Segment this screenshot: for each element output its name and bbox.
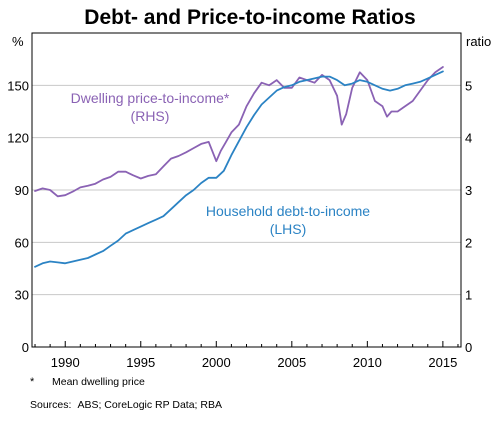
- y-right-tick-label: 1: [465, 288, 472, 303]
- x-tick-label: 1995: [126, 355, 155, 370]
- series-label-debt-name: Household debt-to-income: [206, 203, 370, 219]
- y-left-tick-label: 0: [22, 340, 29, 355]
- series-label-debt: Household debt-to-income (LHS): [206, 203, 370, 237]
- y-left-tick-label: 30: [15, 288, 29, 303]
- y-left-tick-label: 150: [7, 78, 29, 93]
- y-right-tick-label: 4: [465, 131, 472, 146]
- gridlines: [32, 84, 461, 296]
- series-line-dwelling-price-to-income: [34, 66, 444, 198]
- plot-frame: [31, 32, 462, 348]
- right-tick-labels: 0 1 2 3 4 5: [465, 78, 472, 355]
- series-label-debt-axis: (LHS): [270, 221, 307, 237]
- right-axis-unit: ratio: [466, 34, 491, 49]
- series-label-dwelling-name: Dwelling price-to-income*: [71, 90, 230, 106]
- x-tick-labels: 1990 1995 2000 2005 2010 2015: [51, 355, 458, 370]
- x-tick-label: 2015: [428, 355, 457, 370]
- y-left-tick-label: 60: [15, 235, 29, 250]
- x-tick-label: 2005: [277, 355, 306, 370]
- x-tick-label: 1990: [51, 355, 80, 370]
- left-tick-labels: 0 30 60 90 120 150: [7, 78, 29, 355]
- x-tick-label: 2010: [353, 355, 382, 370]
- sources-text: ABS; CoreLogic RP Data; RBA: [77, 399, 222, 411]
- series-line-household-debt-to-income: [34, 70, 444, 268]
- series-label-dwelling: Dwelling price-to-income* (RHS): [71, 90, 230, 124]
- left-axis-unit: %: [12, 34, 24, 49]
- y-left-tick-label: 120: [7, 131, 29, 146]
- chart-title-text: Debt- and Price-to-income Ratios: [84, 6, 415, 29]
- footnote-mean-price: * Mean dwelling price: [30, 376, 222, 393]
- sources-line: Sources: ABS; CoreLogic RP Data; RBA: [30, 399, 222, 416]
- y-right-tick-label: 2: [465, 235, 472, 250]
- series-lines: [34, 66, 444, 268]
- footnotes: * Mean dwelling price Sources: ABS; Core…: [30, 376, 222, 416]
- sources-label: Sources:: [30, 399, 72, 411]
- chart-title: Debt- and Price-to-income Ratios: [84, 6, 415, 29]
- footnote-text: Mean dwelling price: [52, 376, 145, 388]
- y-right-tick-label: 5: [465, 78, 472, 93]
- series-label-dwelling-axis: (RHS): [131, 108, 170, 124]
- x-tick-label: 2000: [202, 355, 231, 370]
- y-left-tick-label: 90: [15, 183, 29, 198]
- footnote-marker: *: [30, 376, 35, 388]
- y-right-tick-label: 0: [465, 340, 472, 355]
- y-right-tick-label: 3: [465, 183, 472, 198]
- x-tick-marks: [34, 341, 459, 347]
